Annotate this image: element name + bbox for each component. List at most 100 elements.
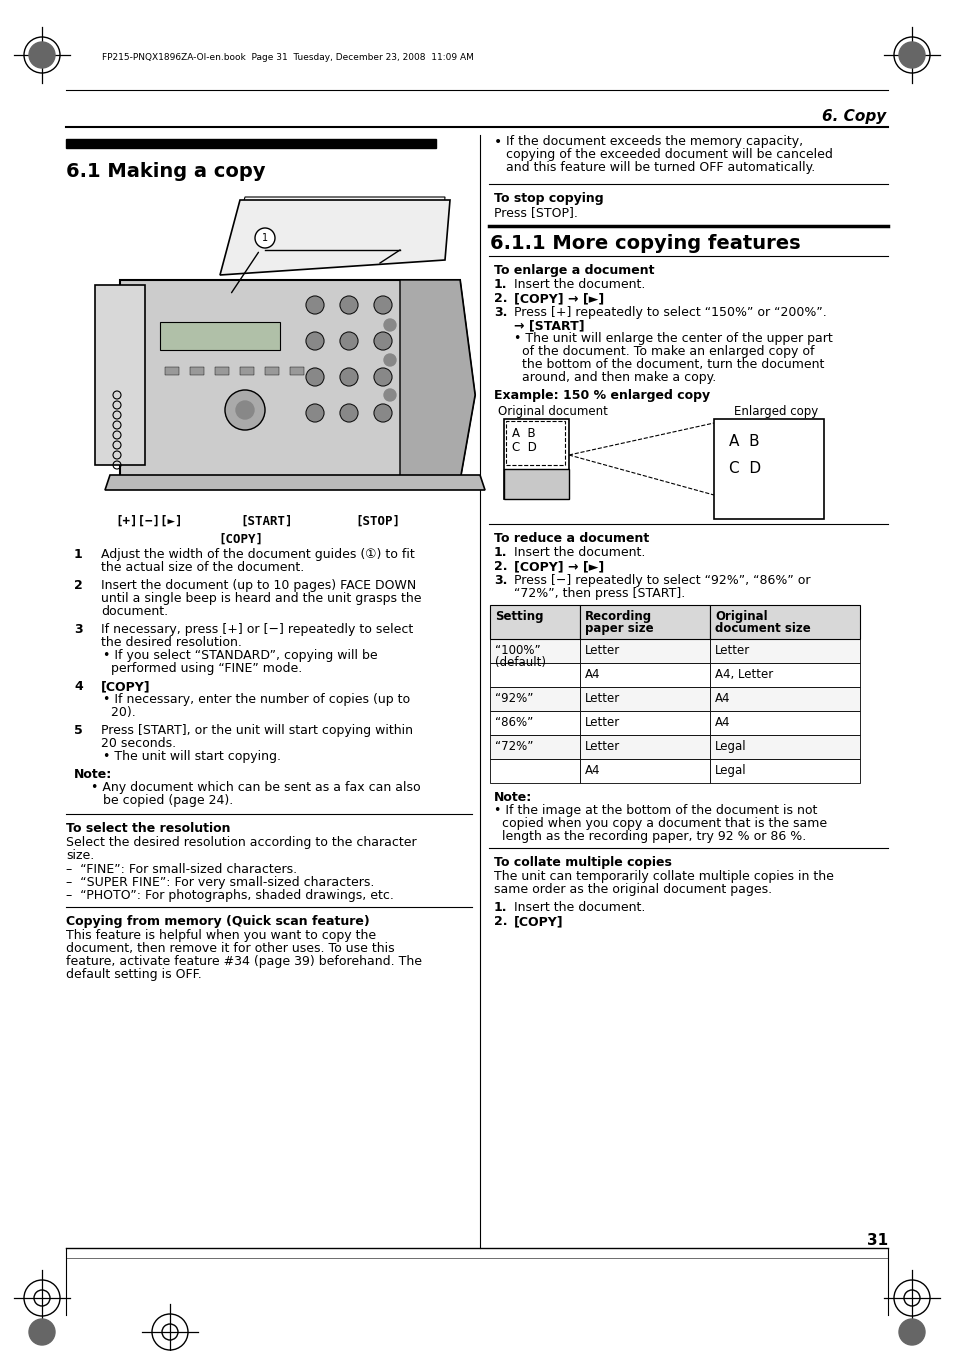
Text: 31: 31 — [866, 1233, 887, 1248]
Text: Insert the document.: Insert the document. — [514, 546, 644, 559]
Bar — [579, 711, 709, 735]
Text: A4: A4 — [714, 692, 730, 705]
Text: (default): (default) — [495, 657, 545, 669]
Circle shape — [235, 401, 253, 419]
Text: 20 seconds.: 20 seconds. — [101, 738, 176, 750]
Text: Original document: Original document — [497, 405, 607, 417]
Text: Select the desired resolution according to the character: Select the desired resolution according … — [66, 836, 416, 848]
Circle shape — [374, 404, 392, 422]
Bar — [503, 419, 568, 499]
Text: [+][−][►]: [+][−][►] — [115, 515, 182, 528]
Bar — [709, 639, 859, 663]
Bar — [490, 759, 579, 784]
Polygon shape — [105, 476, 484, 490]
Circle shape — [384, 389, 395, 401]
Text: Adjust the width of the document guides (①) to fit: Adjust the width of the document guides … — [101, 549, 415, 561]
Text: “86%”: “86%” — [495, 716, 533, 730]
Circle shape — [374, 367, 392, 386]
Text: A  B: A B — [512, 427, 535, 440]
Text: [COPY]: [COPY] — [101, 680, 151, 693]
Text: Press [−] repeatedly to select “92%”, “86%” or: Press [−] repeatedly to select “92%”, “8… — [514, 574, 810, 586]
Text: be copied (page 24).: be copied (page 24). — [103, 794, 233, 807]
Text: Letter: Letter — [584, 644, 619, 657]
Text: Letter: Letter — [584, 716, 619, 730]
Text: This feature is helpful when you want to copy the: This feature is helpful when you want to… — [66, 929, 375, 942]
Text: Letter: Letter — [584, 692, 619, 705]
Bar — [709, 663, 859, 688]
Polygon shape — [220, 200, 450, 276]
Text: 4: 4 — [74, 680, 83, 693]
Text: To select the resolution: To select the resolution — [66, 821, 231, 835]
Bar — [579, 663, 709, 688]
Text: • If necessary, enter the number of copies (up to: • If necessary, enter the number of copi… — [103, 693, 410, 707]
Text: 3: 3 — [74, 623, 83, 636]
Text: document size: document size — [714, 621, 810, 635]
Bar — [709, 759, 859, 784]
Text: Letter: Letter — [714, 644, 749, 657]
Text: 1: 1 — [74, 549, 83, 561]
Text: the bottom of the document, turn the document: the bottom of the document, turn the doc… — [514, 358, 823, 372]
Text: copying of the exceeded document will be canceled: copying of the exceeded document will be… — [505, 149, 832, 161]
Text: • If you select “STANDARD”, copying will be: • If you select “STANDARD”, copying will… — [103, 648, 377, 662]
Bar — [490, 639, 579, 663]
Circle shape — [225, 390, 265, 430]
Text: 1.: 1. — [494, 901, 507, 915]
Bar — [490, 688, 579, 711]
Text: Press [+] repeatedly to select “150%” or “200%”.: Press [+] repeatedly to select “150%” or… — [514, 305, 826, 319]
Text: • The unit will start copying.: • The unit will start copying. — [103, 750, 281, 763]
Text: • If the image at the bottom of the document is not: • If the image at the bottom of the docu… — [494, 804, 817, 817]
Bar — [490, 663, 579, 688]
Text: 3.: 3. — [494, 574, 507, 586]
Text: Recording: Recording — [584, 611, 652, 623]
Text: A4: A4 — [584, 667, 599, 681]
Text: • Any document which can be sent as a fax can also: • Any document which can be sent as a fa… — [91, 781, 420, 794]
Text: Original: Original — [714, 611, 767, 623]
Polygon shape — [95, 285, 145, 465]
Text: Enlarged copy: Enlarged copy — [733, 405, 818, 417]
Text: “92%”: “92%” — [495, 692, 533, 705]
Text: of the document. To make an enlarged copy of: of the document. To make an enlarged cop… — [514, 345, 814, 358]
Bar — [709, 605, 859, 639]
Text: the actual size of the document.: the actual size of the document. — [101, 561, 304, 574]
Text: [START]: [START] — [240, 515, 293, 528]
Circle shape — [306, 332, 324, 350]
Bar — [709, 688, 859, 711]
Bar — [579, 605, 709, 639]
Circle shape — [384, 319, 395, 331]
Circle shape — [254, 228, 274, 249]
Circle shape — [29, 42, 55, 68]
Bar — [503, 469, 568, 499]
Text: 6.1 Making a copy: 6.1 Making a copy — [66, 162, 265, 181]
Text: Example: 150 % enlarged copy: Example: 150 % enlarged copy — [494, 389, 709, 403]
Bar — [709, 735, 859, 759]
Text: The unit can temporarily collate multiple copies in the: The unit can temporarily collate multipl… — [494, 870, 833, 884]
Circle shape — [29, 1319, 55, 1346]
Polygon shape — [120, 280, 475, 480]
Text: same order as the original document pages.: same order as the original document page… — [494, 884, 771, 896]
Text: 1: 1 — [262, 232, 268, 243]
Circle shape — [306, 296, 324, 313]
Circle shape — [306, 404, 324, 422]
Text: around, and then make a copy.: around, and then make a copy. — [514, 372, 716, 384]
Text: Press [START], or the unit will start copying within: Press [START], or the unit will start co… — [101, 724, 413, 738]
Text: “100%”: “100%” — [495, 644, 540, 657]
Text: default setting is OFF.: default setting is OFF. — [66, 969, 201, 981]
Bar — [214, 367, 229, 376]
Bar — [290, 367, 304, 376]
Text: “72%”: “72%” — [495, 740, 533, 753]
Bar — [579, 688, 709, 711]
Text: Insert the document.: Insert the document. — [514, 901, 644, 915]
Text: A4: A4 — [714, 716, 730, 730]
Text: 20).: 20). — [103, 707, 135, 719]
Circle shape — [384, 354, 395, 366]
Text: the desired resolution.: the desired resolution. — [101, 636, 242, 648]
Bar — [490, 711, 579, 735]
Bar — [579, 639, 709, 663]
Text: and this feature will be turned OFF automatically.: and this feature will be turned OFF auto… — [505, 161, 815, 174]
Circle shape — [339, 296, 357, 313]
Circle shape — [898, 42, 924, 68]
Text: until a single beep is heard and the unit grasps the: until a single beep is heard and the uni… — [101, 592, 421, 605]
Text: length as the recording paper, try 92 % or 86 %.: length as the recording paper, try 92 % … — [494, 830, 805, 843]
Circle shape — [898, 1319, 924, 1346]
Bar — [579, 735, 709, 759]
